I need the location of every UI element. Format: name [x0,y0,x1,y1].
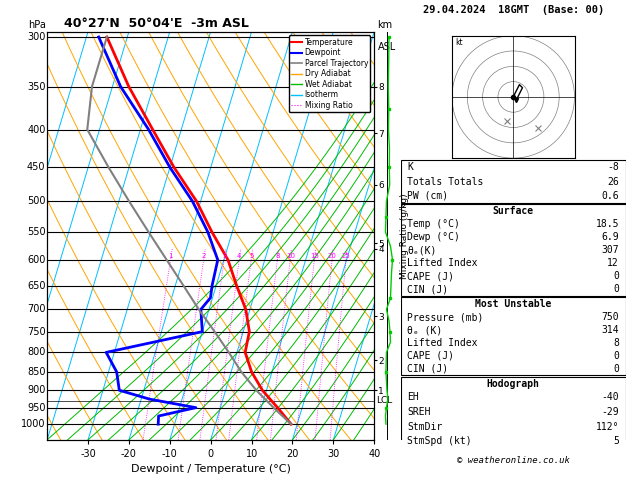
Text: 900: 900 [27,385,45,395]
Text: Lifted Index: Lifted Index [408,338,478,348]
Text: 4: 4 [237,253,242,259]
Text: StmSpd (kt): StmSpd (kt) [408,436,472,447]
Text: © weatheronline.co.uk: © weatheronline.co.uk [457,456,570,465]
Text: 750: 750 [601,312,619,322]
Text: 15: 15 [310,253,319,259]
Text: -29: -29 [601,407,619,417]
Text: ASL: ASL [377,42,396,52]
Text: 350: 350 [27,82,45,91]
Text: K: K [408,162,413,172]
Text: 450: 450 [27,162,45,173]
Text: 600: 600 [27,255,45,265]
Text: CAPE (J): CAPE (J) [408,351,454,361]
Text: CIN (J): CIN (J) [408,364,448,374]
Text: 40°27'N  50°04'E  -3m ASL: 40°27'N 50°04'E -3m ASL [64,17,248,31]
Text: LCL: LCL [376,396,392,405]
Text: 10: 10 [286,253,295,259]
Text: Surface: Surface [493,206,534,216]
Text: 3: 3 [222,253,226,259]
Text: θₑ(K): θₑ(K) [408,245,437,255]
Text: 8: 8 [275,253,280,259]
Text: 2: 2 [201,253,206,259]
Text: 112°: 112° [596,422,619,432]
Text: 850: 850 [27,367,45,377]
Text: 25: 25 [342,253,350,259]
Text: 750: 750 [27,327,45,337]
Bar [401,204,626,295]
Text: 0: 0 [613,351,619,361]
Text: EH: EH [408,392,419,402]
Text: 1: 1 [169,253,173,259]
Text: 700: 700 [27,304,45,314]
Text: -8: -8 [608,162,619,172]
Text: CIN (J): CIN (J) [408,284,448,294]
Text: 300: 300 [27,32,45,42]
Text: 6.9: 6.9 [601,232,619,243]
Text: km: km [377,19,392,30]
Text: hPa: hPa [28,19,45,30]
Text: 8: 8 [613,338,619,348]
Text: 5: 5 [613,436,619,447]
Text: 0: 0 [613,271,619,281]
Bar [401,377,626,450]
Text: 800: 800 [27,347,45,357]
Text: 500: 500 [27,196,45,206]
Text: 0: 0 [613,364,619,374]
Bar [401,297,626,375]
Text: 0.6: 0.6 [601,191,619,201]
Text: 650: 650 [27,280,45,291]
Text: Dewp (°C): Dewp (°C) [408,232,460,243]
Text: Most Unstable: Most Unstable [475,299,552,309]
Text: Lifted Index: Lifted Index [408,258,478,268]
Text: Temp (°C): Temp (°C) [408,219,460,229]
Text: CAPE (J): CAPE (J) [408,271,454,281]
Text: 26: 26 [608,176,619,187]
Text: 314: 314 [601,325,619,335]
Bar [401,160,626,203]
Text: 0: 0 [613,284,619,294]
X-axis label: Dewpoint / Temperature (°C): Dewpoint / Temperature (°C) [131,465,291,474]
Text: θₑ (K): θₑ (K) [408,325,443,335]
Legend: Temperature, Dewpoint, Parcel Trajectory, Dry Adiabat, Wet Adiabat, Isotherm, Mi: Temperature, Dewpoint, Parcel Trajectory… [289,35,370,112]
Text: PW (cm): PW (cm) [408,191,448,201]
Text: 20: 20 [328,253,337,259]
Text: SREH: SREH [408,407,431,417]
Text: Totals Totals: Totals Totals [408,176,484,187]
Text: 29.04.2024  18GMT  (Base: 00): 29.04.2024 18GMT (Base: 00) [423,5,604,15]
Text: 550: 550 [27,227,45,237]
Text: -40: -40 [601,392,619,402]
Text: Pressure (mb): Pressure (mb) [408,312,484,322]
Text: 400: 400 [27,124,45,135]
Text: 1000: 1000 [21,419,45,429]
Text: 18.5: 18.5 [596,219,619,229]
Text: Mixing Ratio (g/kg): Mixing Ratio (g/kg) [401,193,409,278]
Text: 12: 12 [608,258,619,268]
Text: Hodograph: Hodograph [487,379,540,389]
Text: 950: 950 [27,402,45,413]
Text: StmDir: StmDir [408,422,443,432]
Text: 5: 5 [249,253,253,259]
Text: 307: 307 [601,245,619,255]
